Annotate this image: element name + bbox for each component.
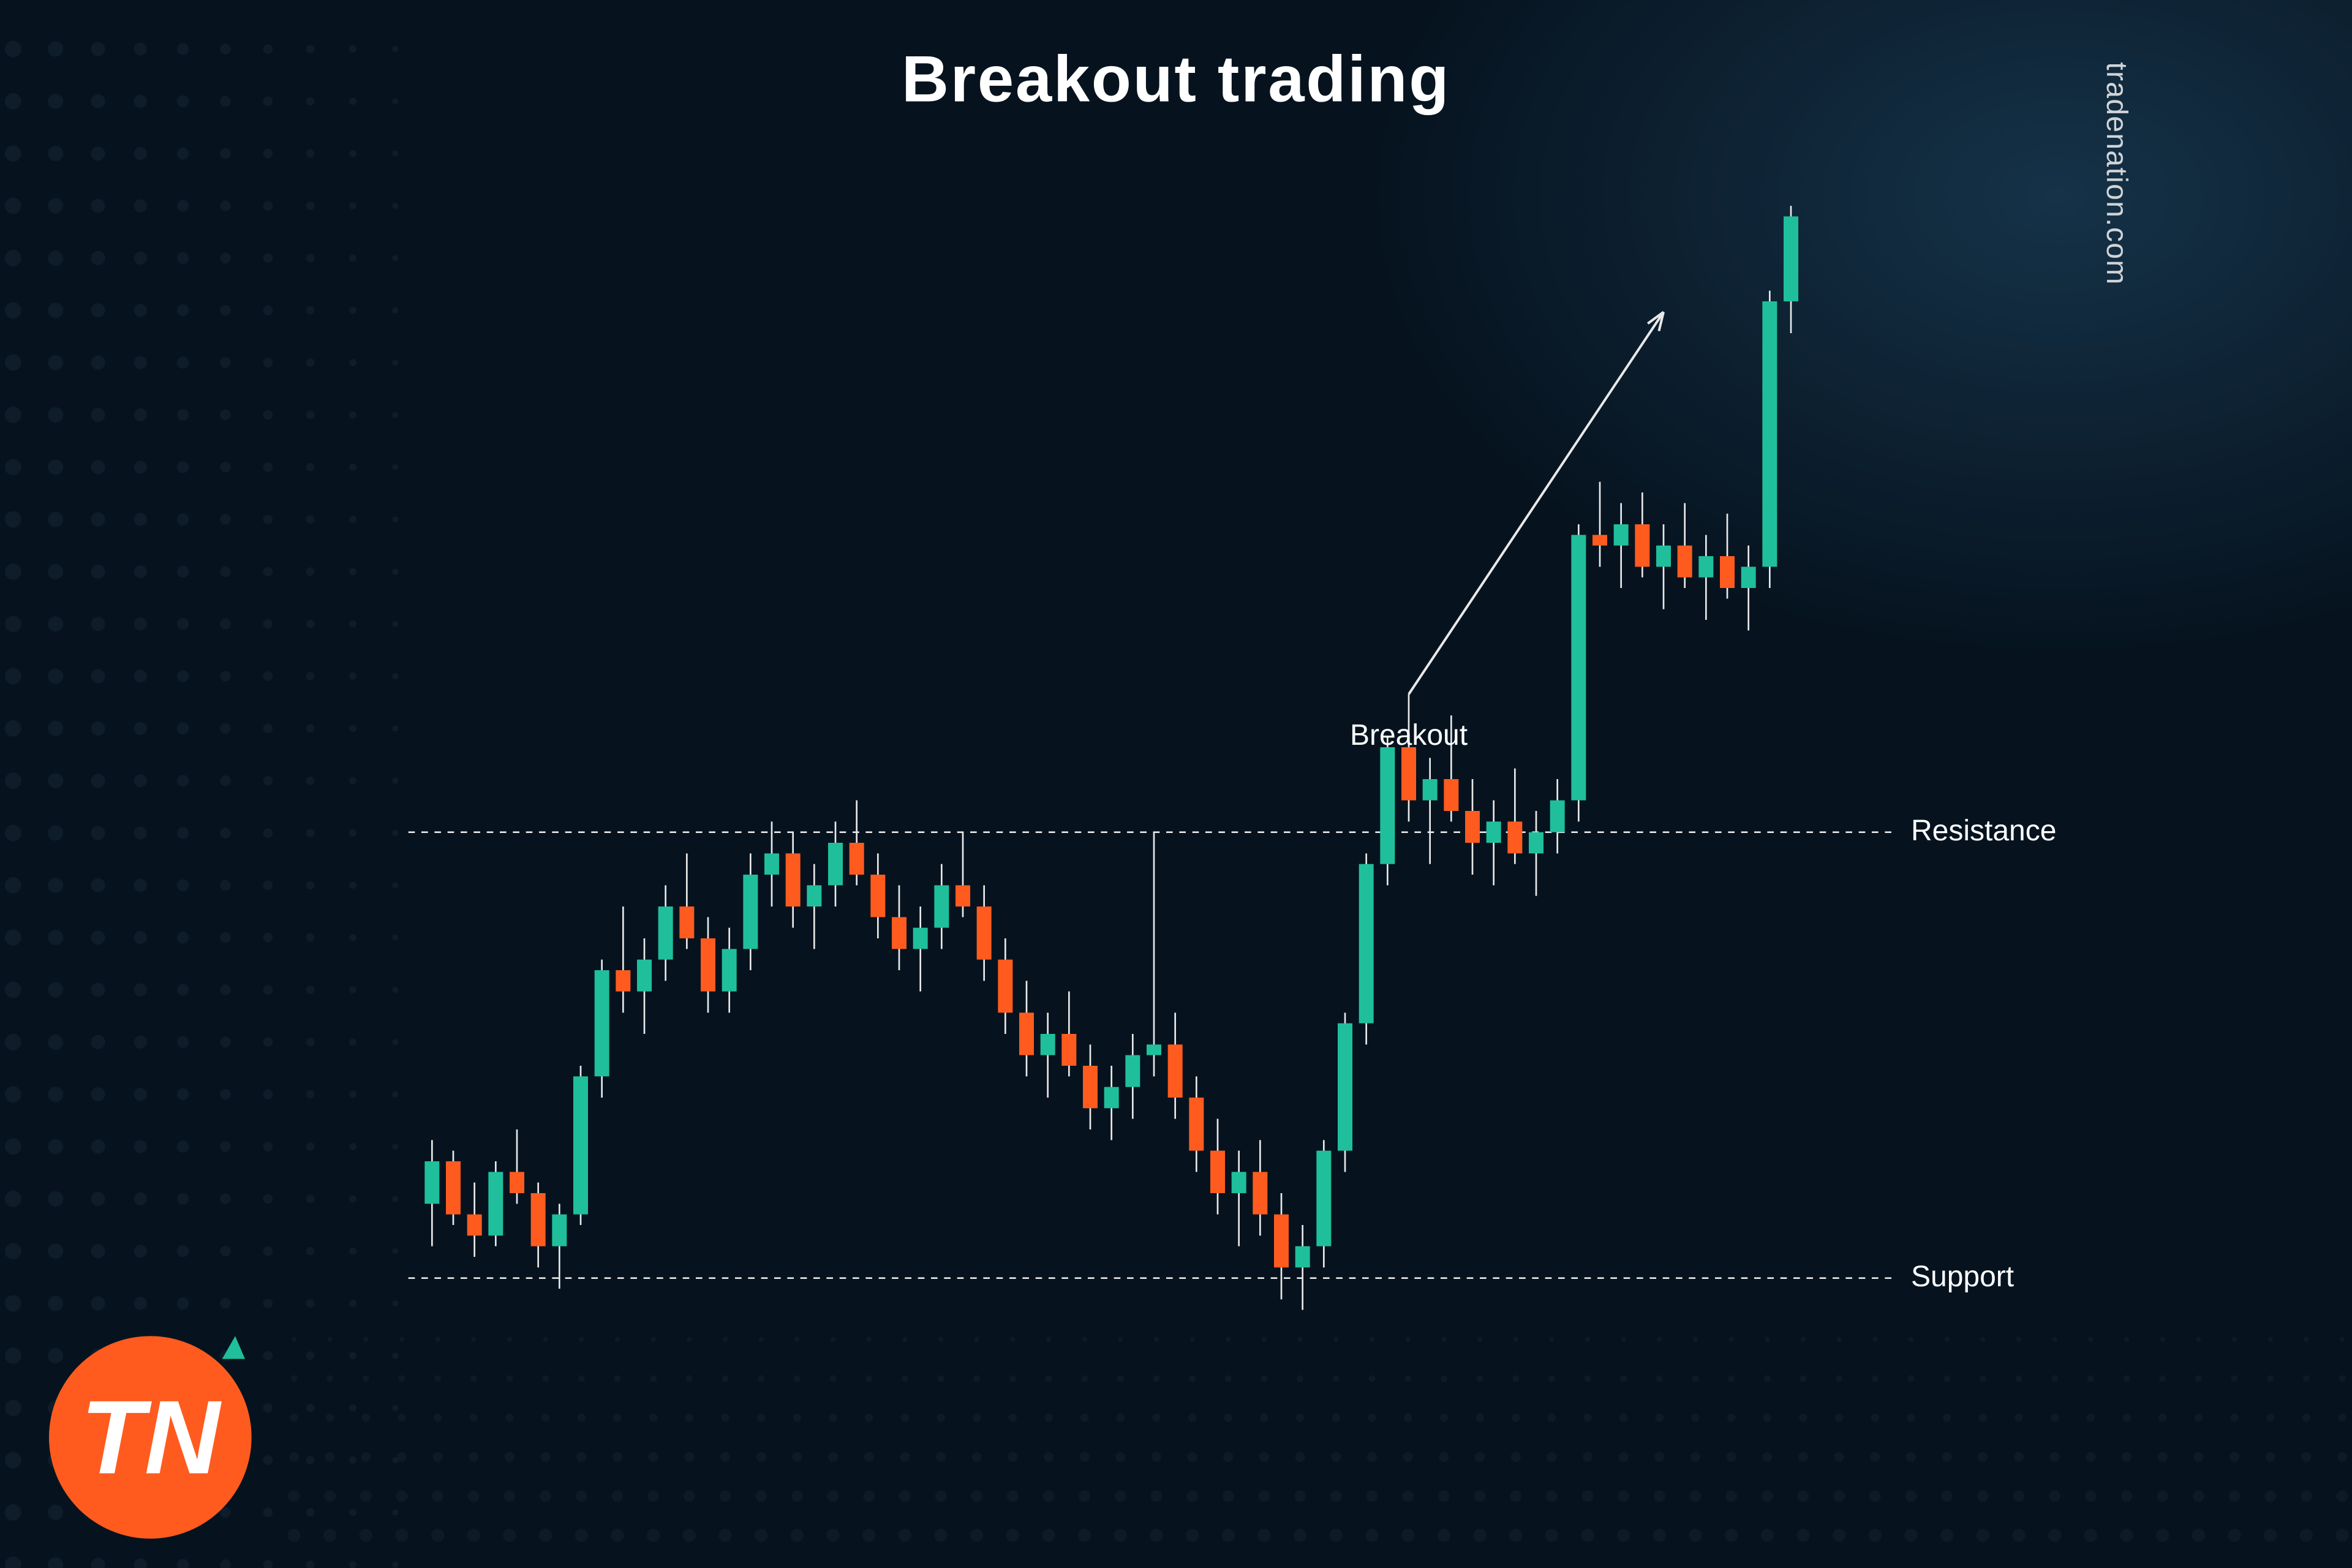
breakout-label: Breakout	[1350, 719, 1468, 752]
watermark-text: tradenation.com	[2100, 62, 2133, 285]
svg-text:TN: TN	[81, 1379, 222, 1496]
chart-title: Breakout trading	[902, 42, 1450, 115]
chart-svg: Breakout trading tradenation.com TN Resista…	[0, 0, 2352, 1568]
support-label: Support	[1911, 1261, 2014, 1293]
breakout-chart-stage: Breakout trading tradenation.com TN Resista…	[0, 0, 2352, 1568]
resistance-label: Resistance	[1911, 815, 2056, 847]
brand-logo: TN	[49, 1336, 252, 1539]
